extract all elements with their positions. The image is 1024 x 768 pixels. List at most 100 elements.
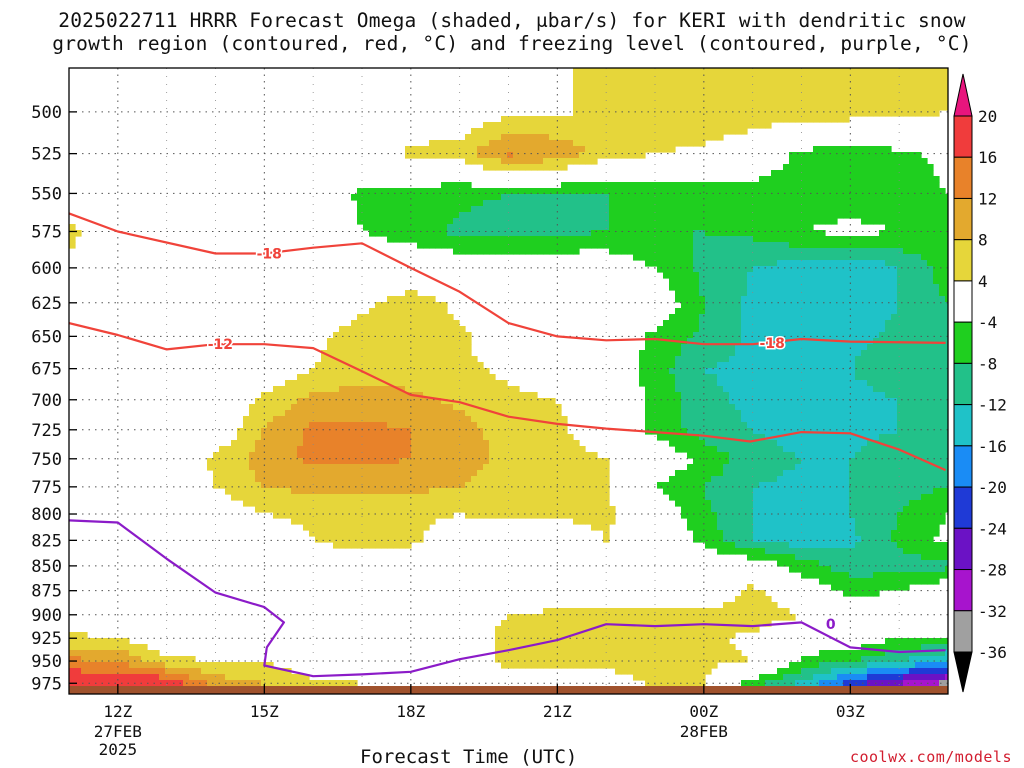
omega-cell [783, 170, 790, 177]
omega-cell [441, 410, 448, 417]
omega-cell [933, 392, 940, 399]
omega-cell [459, 434, 466, 441]
omega-cell [783, 86, 790, 93]
omega-cell [789, 398, 796, 405]
omega-cell [501, 428, 508, 435]
omega-cell [495, 434, 502, 441]
omega-cell [627, 230, 634, 237]
omega-cell [585, 152, 592, 159]
omega-cell [891, 248, 898, 255]
omega-cell [585, 452, 592, 459]
omega-cell [387, 410, 394, 417]
omega-cell [561, 212, 568, 219]
omega-cell [783, 164, 790, 171]
omega-cell [309, 404, 316, 411]
omega-cell [651, 140, 658, 147]
omega-cell [483, 416, 490, 423]
omega-cell [915, 218, 922, 225]
omega-cell [369, 404, 376, 411]
omega-cell [837, 314, 844, 321]
omega-cell [705, 302, 712, 309]
omega-cell [783, 230, 790, 237]
omega-cell [321, 404, 328, 411]
omega-cell [489, 242, 496, 249]
omega-cell [717, 104, 724, 111]
omega-cell [783, 422, 790, 429]
omega-cell [723, 278, 730, 285]
omega-cell [909, 188, 916, 195]
omega-cell [753, 446, 760, 453]
omega-cell [759, 260, 766, 267]
omega-cell [357, 404, 364, 411]
omega-cell [741, 302, 748, 309]
omega-cell [735, 278, 742, 285]
omega-cell [651, 332, 658, 339]
omega-cell [723, 86, 730, 93]
omega-cell [747, 356, 754, 363]
omega-cell [525, 236, 532, 243]
omega-cell [549, 158, 556, 165]
omega-cell [843, 98, 850, 105]
omega-cell [429, 452, 436, 459]
omega-cell [879, 242, 886, 249]
omega-cell [471, 146, 478, 153]
omega-cell [843, 416, 850, 423]
omega-cell [813, 194, 820, 201]
omega-cell [801, 380, 808, 387]
omega-cell [897, 188, 904, 195]
omega-cell [921, 446, 928, 453]
omega-cell [333, 428, 340, 435]
omega-cell [741, 458, 748, 465]
omega-cell [897, 272, 904, 279]
omega-cell [405, 350, 412, 357]
omega-cell [435, 314, 442, 321]
omega-cell [897, 302, 904, 309]
omega-cell [753, 86, 760, 93]
omega-cell [741, 326, 748, 333]
omega-cell [597, 86, 604, 93]
omega-cell [741, 182, 748, 189]
omega-cell [393, 398, 400, 405]
omega-cell [423, 464, 430, 471]
omega-cell [429, 458, 436, 465]
omega-cell [459, 368, 466, 375]
omega-cell [909, 86, 916, 93]
omega-cell [537, 440, 544, 447]
omega-cell [495, 440, 502, 447]
omega-cell [669, 212, 676, 219]
omega-cell [219, 470, 226, 477]
omega-cell [693, 206, 700, 213]
omega-cell [579, 140, 586, 147]
omega-cell [891, 320, 898, 327]
omega-cell [705, 206, 712, 213]
omega-cell [621, 218, 628, 225]
omega-cell [681, 224, 688, 231]
omega-cell [933, 230, 940, 237]
omega-cell [843, 320, 850, 327]
omega-cell [597, 224, 604, 231]
omega-cell [549, 230, 556, 237]
omega-cell [711, 296, 718, 303]
omega-cell [555, 230, 562, 237]
omega-cell [759, 110, 766, 117]
omega-cell [759, 350, 766, 357]
omega-cell [873, 278, 880, 285]
omega-cell [357, 326, 364, 333]
omega-cell [333, 440, 340, 447]
omega-cell [867, 254, 874, 261]
omega-cell [765, 98, 772, 105]
omega-cell [573, 182, 580, 189]
omega-cell [885, 350, 892, 357]
omega-cell [879, 68, 886, 75]
omega-cell [771, 374, 778, 381]
omega-cell [549, 422, 556, 429]
omega-cell [387, 398, 394, 405]
omega-cell [555, 416, 562, 423]
omega-cell [705, 134, 712, 141]
omega-cell [621, 224, 628, 231]
omega-cell [669, 74, 676, 81]
omega-cell [813, 410, 820, 417]
omega-cell [471, 368, 478, 375]
omega-cell [729, 320, 736, 327]
omega-cell [525, 200, 532, 207]
